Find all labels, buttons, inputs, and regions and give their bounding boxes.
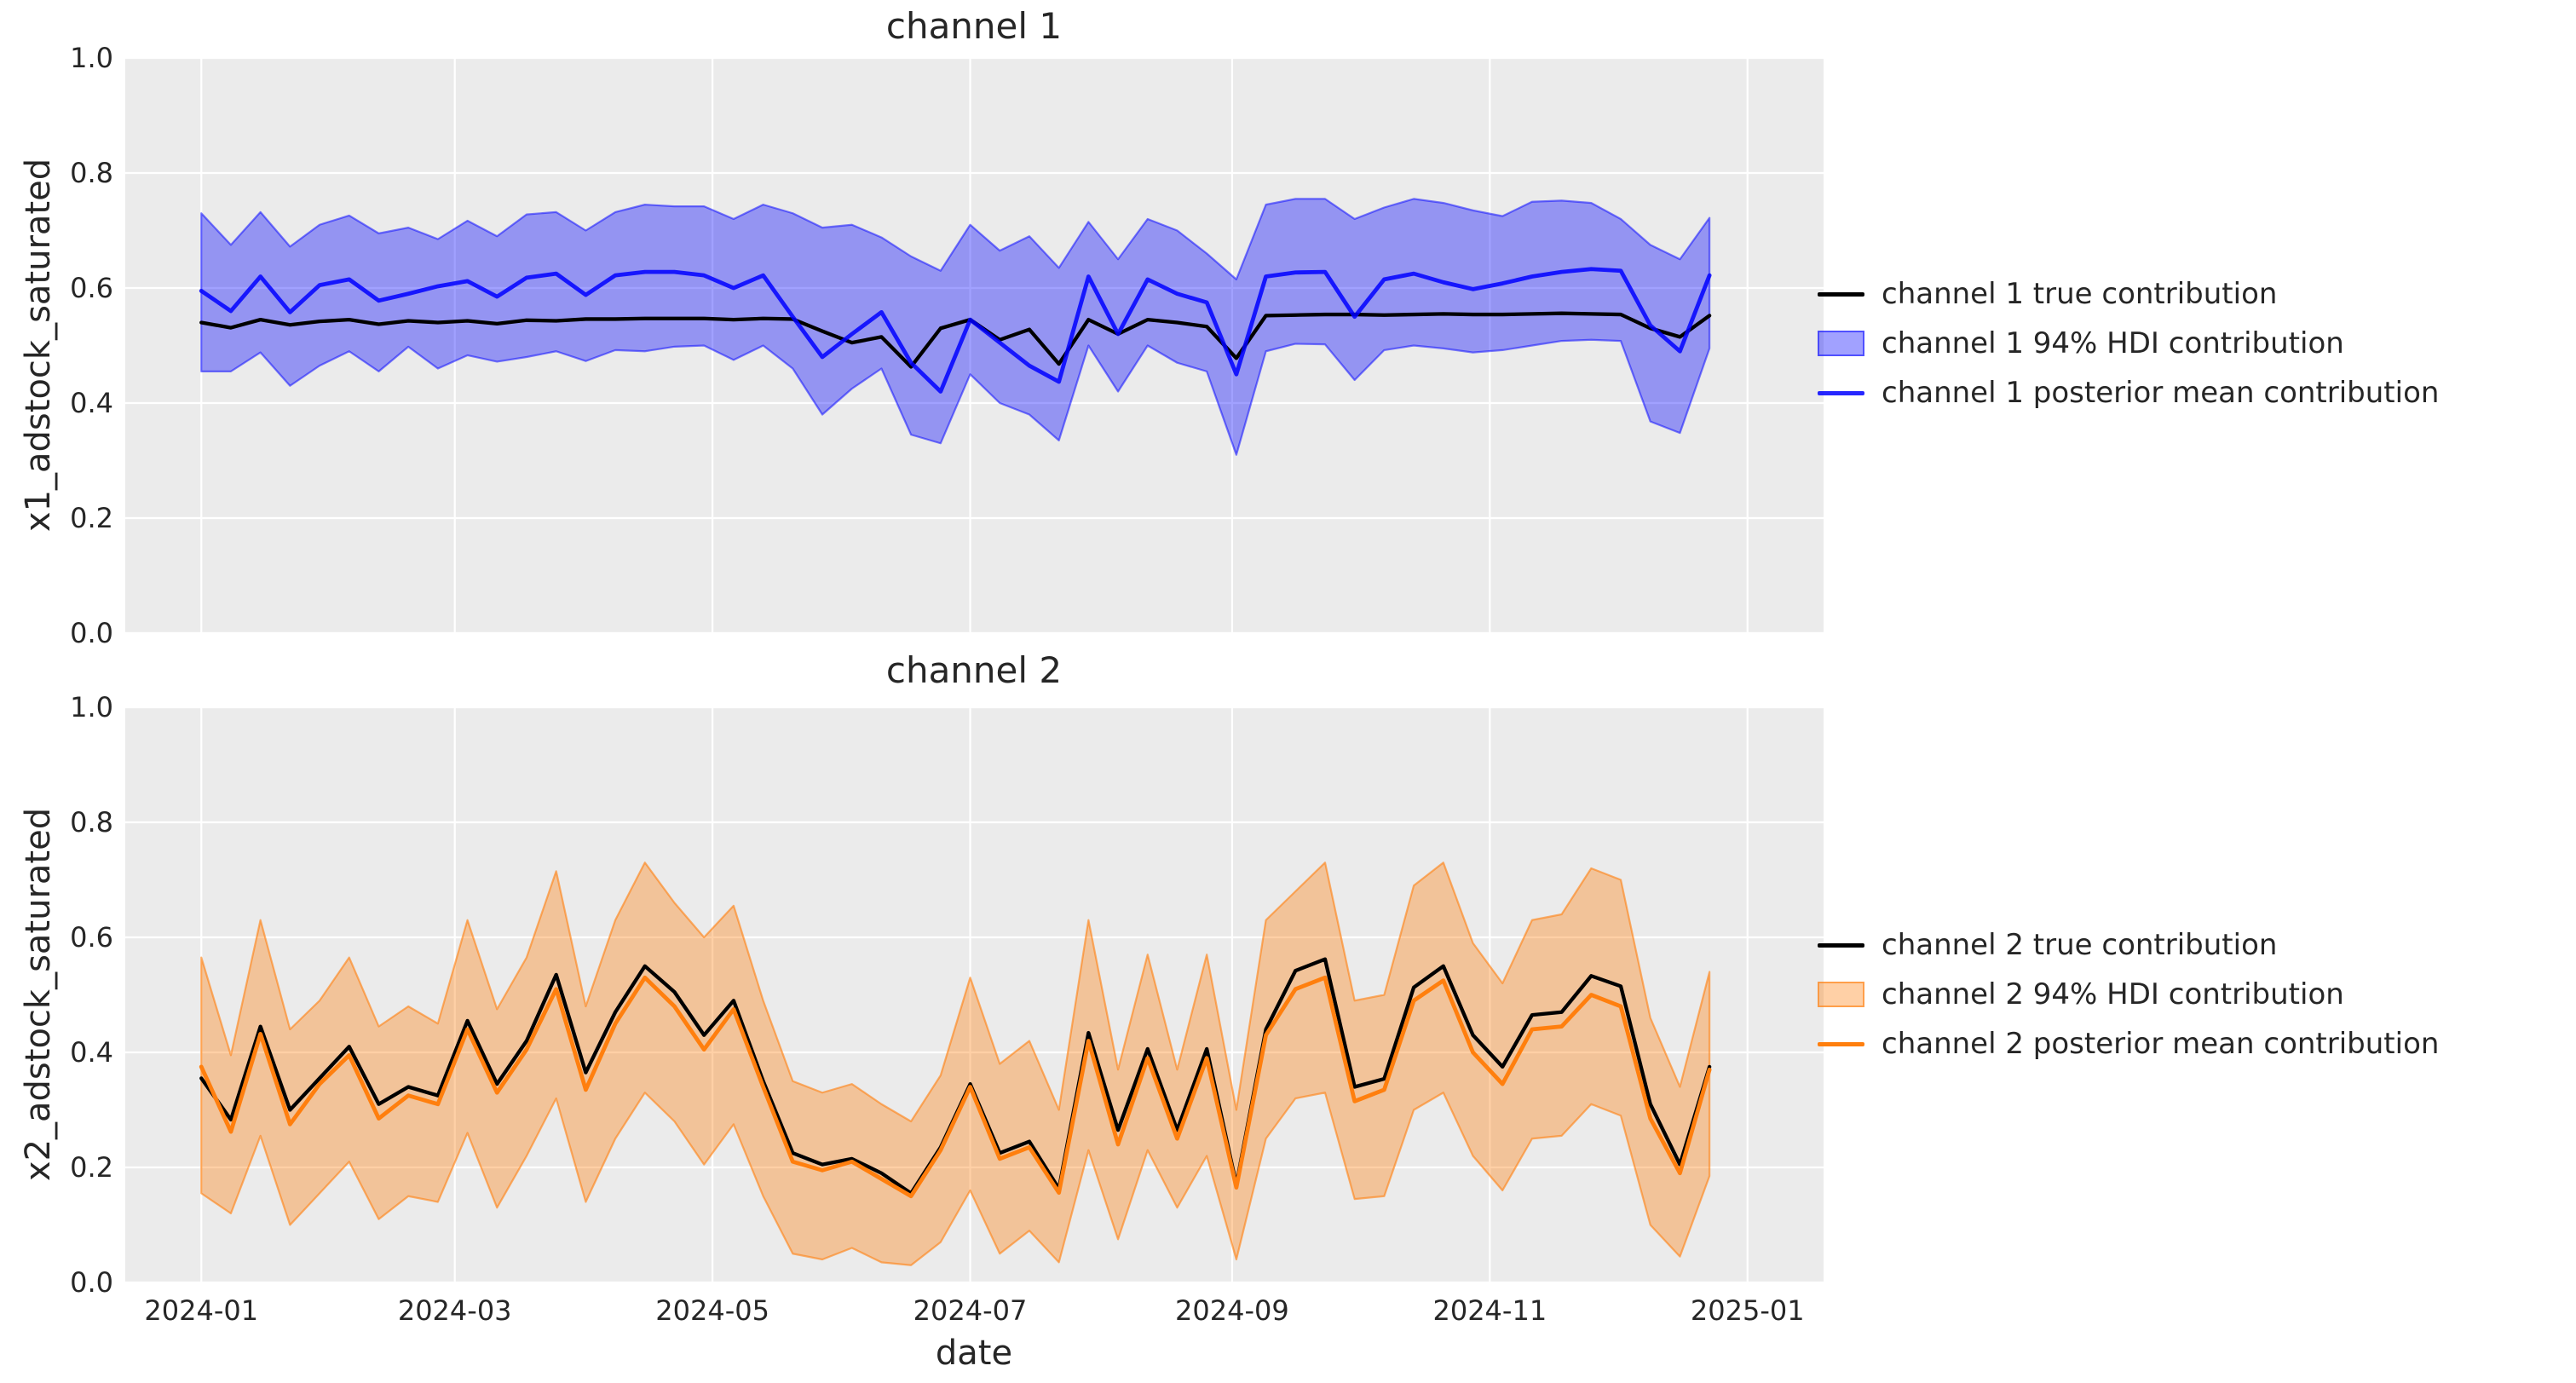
x-tick-label: 2024-03	[397, 1294, 512, 1327]
y-tick-label: 0.4	[70, 1036, 113, 1069]
legend-entry-hdi-1: channel 1 94% HDI contribution	[1818, 319, 2439, 368]
x-axis-label: date	[935, 1334, 1013, 1373]
legend-entry-hdi-2: channel 2 94% HDI contribution	[1818, 970, 2439, 1019]
y-tick-label: 0.0	[70, 617, 113, 649]
legend-entry-true-1: channel 1 true contribution	[1818, 269, 2439, 319]
y-tick-label: 0.6	[70, 921, 113, 954]
legend-label: channel 1 posterior mean contribution	[1882, 376, 2440, 410]
x-tick-label: 2024-11	[1432, 1294, 1547, 1327]
y-tick-label: 0.8	[70, 806, 113, 838]
legend-label: channel 2 94% HDI contribution	[1882, 977, 2344, 1011]
chart-1-legend: channel 1 true contribution channel 1 94…	[1818, 269, 2439, 418]
legend-label: channel 2 true contribution	[1882, 928, 2278, 962]
y-tick-label: 1.0	[70, 691, 113, 723]
chart-1-title: channel 1	[885, 5, 1063, 47]
y-tick-label: 0.2	[70, 502, 113, 534]
legend-key-line-true-1	[1818, 291, 1864, 297]
x-tick-label: 2024-01	[144, 1294, 259, 1327]
y-tick-label: 0.0	[70, 1266, 113, 1299]
y-tick-label: 0.2	[70, 1151, 113, 1184]
chart-1-y-axis-label: x1_adstock_saturated	[19, 158, 58, 533]
legend-key-line-mean-1	[1818, 390, 1864, 395]
x-tick-label: 2024-07	[913, 1294, 1028, 1327]
legend-entry-true-2: channel 2 true contribution	[1818, 920, 2439, 970]
chart-2-legend: channel 2 true contribution channel 2 94…	[1818, 920, 2439, 1069]
legend-key-patch-hdi-2	[1818, 982, 1864, 1007]
legend-label: channel 2 posterior mean contribution	[1882, 1027, 2440, 1061]
x-tick-label: 2024-05	[655, 1294, 769, 1327]
legend-key-line-mean-2	[1818, 1041, 1864, 1046]
legend-key-line-true-2	[1818, 942, 1864, 948]
legend-entry-mean-2: channel 2 posterior mean contribution	[1818, 1019, 2439, 1069]
y-tick-label: 0.6	[70, 272, 113, 304]
legend-key-patch-hdi-1	[1818, 331, 1864, 356]
y-tick-label: 1.0	[70, 42, 113, 74]
x-tick-label: 2025-01	[1690, 1294, 1805, 1327]
y-tick-label: 0.8	[70, 157, 113, 189]
y-tick-label: 0.4	[70, 387, 113, 419]
legend-label: channel 1 94% HDI contribution	[1882, 326, 2344, 360]
chart-2-y-axis-label: x2_adstock_saturated	[19, 807, 58, 1182]
x-tick-label: 2024-09	[1175, 1294, 1289, 1327]
chart-2-title: channel 2	[885, 649, 1063, 691]
legend-entry-mean-1: channel 1 posterior mean contribution	[1818, 368, 2439, 418]
legend-label: channel 1 true contribution	[1882, 277, 2278, 311]
